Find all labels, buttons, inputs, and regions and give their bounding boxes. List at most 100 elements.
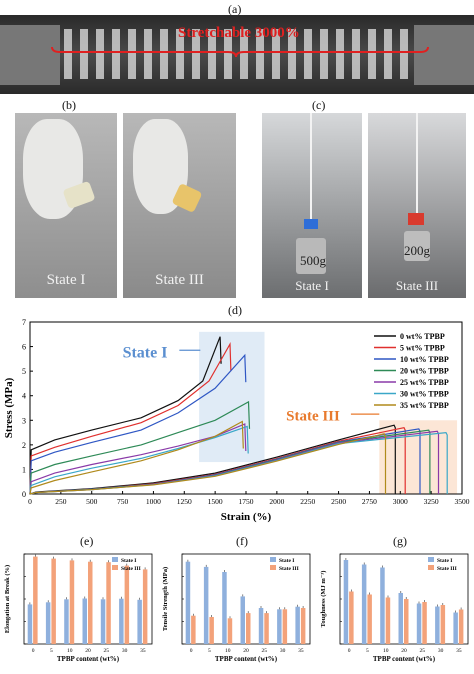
legend-label: 35 wt% TPBP [400, 401, 449, 410]
hanging-strip [310, 113, 312, 223]
y-tick-label: 3 [22, 416, 26, 425]
right-clamp [414, 25, 474, 85]
rail-slot [400, 29, 408, 79]
y-tick-label: 6 [22, 343, 26, 352]
x-tick-label: 25 [262, 648, 268, 654]
legend-label: 5 wt% TPBP [400, 344, 445, 353]
weight-label-500g: 500g [300, 253, 326, 268]
bar [45, 602, 51, 644]
stretch-device-photo: Stretchable 3000% [0, 15, 474, 94]
bar [458, 609, 464, 644]
y-axis-label: Elongation at Break (%) [4, 565, 11, 633]
x-tick-label: 10 [67, 648, 73, 654]
x-tick-label: 30 [122, 648, 128, 654]
rail-slot [160, 29, 168, 79]
bar [380, 567, 385, 644]
red-clip [408, 213, 424, 225]
stress-strain-line-state-i [29, 341, 232, 495]
stress-strain-line-state-i [29, 420, 244, 495]
state-i-hand-photo: State I [15, 113, 117, 298]
x-tick-label: 5 [366, 648, 369, 654]
legend-swatch [428, 565, 434, 570]
x-tick-label: 1250 [177, 497, 192, 506]
bar [27, 604, 33, 644]
weight-label-200g: 200g [404, 243, 430, 258]
rail-slot [224, 29, 232, 79]
bar [258, 608, 264, 644]
x-tick-label: 250 [55, 497, 67, 506]
bar [416, 603, 422, 644]
elongation-bar-chart: 0 5 10 20 25 30 35 TPBP content (wt%) Elongation… [4, 553, 153, 663]
bar [203, 566, 209, 644]
bar [100, 599, 106, 644]
stress-strain-line-state-i [29, 400, 251, 495]
bar [119, 598, 124, 644]
panel-c-label: (c) [312, 98, 326, 112]
rail-slot [96, 29, 104, 79]
x-tick-label: 750 [117, 497, 129, 506]
weight-500g [296, 238, 326, 274]
left-clamp [0, 25, 60, 85]
x-tick-label: 2250 [300, 497, 315, 506]
legend-swatch [428, 557, 434, 562]
stretch-annotation: Stretchable 3000% [178, 25, 300, 41]
bar [82, 598, 87, 644]
x-tick-label: 3250 [424, 497, 439, 506]
legend-label: 10 wt% TPBP [400, 355, 449, 364]
panel-e-label: (e) [80, 534, 94, 548]
bar [185, 561, 191, 644]
x-tick-label: 35 [298, 648, 304, 654]
y-tick-label: 2 [22, 441, 26, 450]
bar [264, 613, 269, 644]
bar [88, 561, 93, 644]
bar [361, 564, 367, 644]
panel-a-label: (a) [228, 2, 242, 16]
x-tick-label: 25 [420, 648, 426, 654]
bar [106, 562, 111, 644]
x-axis-label: TPBP content (wt%) [57, 655, 120, 663]
caption-load-state-iii: State III [395, 278, 439, 293]
x-tick-label: 20 [243, 648, 249, 654]
legend-swatch [270, 565, 276, 570]
rail-slot [192, 29, 200, 79]
state-iii-hand-photo: State III [123, 113, 236, 298]
bar [222, 572, 227, 644]
x-tick-label: 0 [348, 648, 351, 654]
bar [33, 556, 38, 644]
y-axis-label: Stress (MPa) [3, 377, 15, 438]
x-tick-label: 0 [190, 648, 193, 654]
legend-label: 25 wt% TPBP [400, 378, 449, 387]
state-i-region [199, 331, 265, 463]
bar [300, 608, 306, 644]
bar [282, 609, 288, 644]
y-tick-label: 0 [22, 490, 26, 499]
bar [398, 593, 403, 644]
x-tick-label: 25 [104, 648, 110, 654]
legend-swatch [112, 557, 118, 562]
x-tick-label: 10 [225, 648, 231, 654]
bar [124, 565, 130, 644]
caption-state-iii: State III [155, 272, 204, 288]
rail-slot [368, 29, 376, 79]
rail-slot [240, 29, 248, 79]
panel-f-label: (f) [236, 534, 248, 548]
rail-slot [320, 29, 328, 79]
bar [435, 606, 440, 644]
x-tick-label: 1000 [146, 497, 161, 506]
tensile-strength-bar-chart: 0 5 10 20 25 30 35 TPBP content (wt%) Tensile St… [162, 553, 311, 663]
bar [367, 594, 372, 644]
x-tick-label: 0 [28, 497, 32, 506]
bar [422, 602, 427, 644]
x-tick-label: 1500 [208, 497, 223, 506]
bar [453, 612, 458, 644]
bar [209, 617, 214, 644]
state-i-annotation: State I [123, 345, 168, 362]
legend-swatch [270, 557, 276, 562]
legend-label: 20 wt% TPBP [400, 367, 449, 376]
caption-state-i: State I [46, 272, 86, 288]
x-tick-label: 20 [85, 648, 91, 654]
rail-slot [256, 29, 264, 79]
stress-strain-line-state-iii [29, 433, 387, 495]
x-tick-label: 1750 [239, 497, 254, 506]
rail-slot [272, 29, 280, 79]
